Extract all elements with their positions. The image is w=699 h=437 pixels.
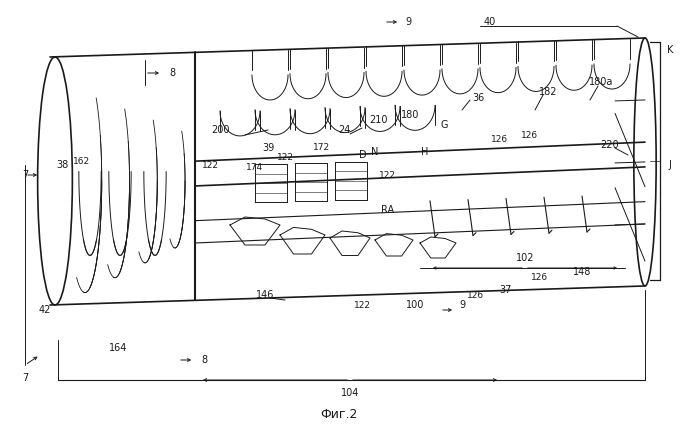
Text: 182: 182	[539, 87, 557, 97]
Text: 146: 146	[256, 290, 274, 300]
Text: 126: 126	[521, 131, 538, 139]
Text: G: G	[440, 120, 448, 130]
Text: 148: 148	[572, 267, 591, 277]
Text: 122: 122	[201, 160, 219, 170]
Text: 100: 100	[406, 300, 424, 310]
Text: 180a: 180a	[589, 77, 613, 87]
Text: 126: 126	[531, 274, 549, 282]
Text: 220: 220	[600, 140, 619, 150]
Text: J: J	[668, 160, 672, 170]
Text: 38: 38	[56, 160, 68, 170]
Text: 126: 126	[468, 291, 484, 299]
Text: 122: 122	[354, 301, 370, 309]
Text: 8: 8	[201, 355, 207, 365]
Text: 24: 24	[338, 125, 350, 135]
Text: 7: 7	[22, 170, 28, 180]
Text: 122: 122	[378, 170, 396, 180]
Text: 174: 174	[247, 163, 264, 173]
Text: 210: 210	[369, 115, 387, 125]
Text: K: K	[667, 45, 673, 55]
Text: Фиг.2: Фиг.2	[320, 409, 358, 422]
Text: 164: 164	[109, 343, 127, 353]
Text: 42: 42	[39, 305, 51, 315]
Text: H: H	[421, 147, 428, 157]
Text: 126: 126	[491, 135, 509, 145]
Text: 39: 39	[262, 143, 274, 153]
Text: 200: 200	[211, 125, 229, 135]
Text: D: D	[359, 150, 367, 160]
Text: 104: 104	[341, 388, 359, 398]
Text: 122: 122	[277, 153, 294, 162]
Text: 40: 40	[484, 17, 496, 27]
Text: 9: 9	[405, 17, 411, 27]
Text: 9: 9	[459, 300, 465, 310]
Text: 36: 36	[472, 93, 484, 103]
Text: 162: 162	[73, 157, 91, 166]
Text: 180: 180	[401, 110, 419, 120]
Text: 7: 7	[22, 373, 28, 383]
Text: RA: RA	[382, 205, 394, 215]
Text: 102: 102	[516, 253, 534, 263]
Text: 8: 8	[169, 68, 175, 78]
Text: 172: 172	[313, 143, 331, 153]
Text: N: N	[371, 147, 379, 157]
Text: 37: 37	[499, 285, 511, 295]
